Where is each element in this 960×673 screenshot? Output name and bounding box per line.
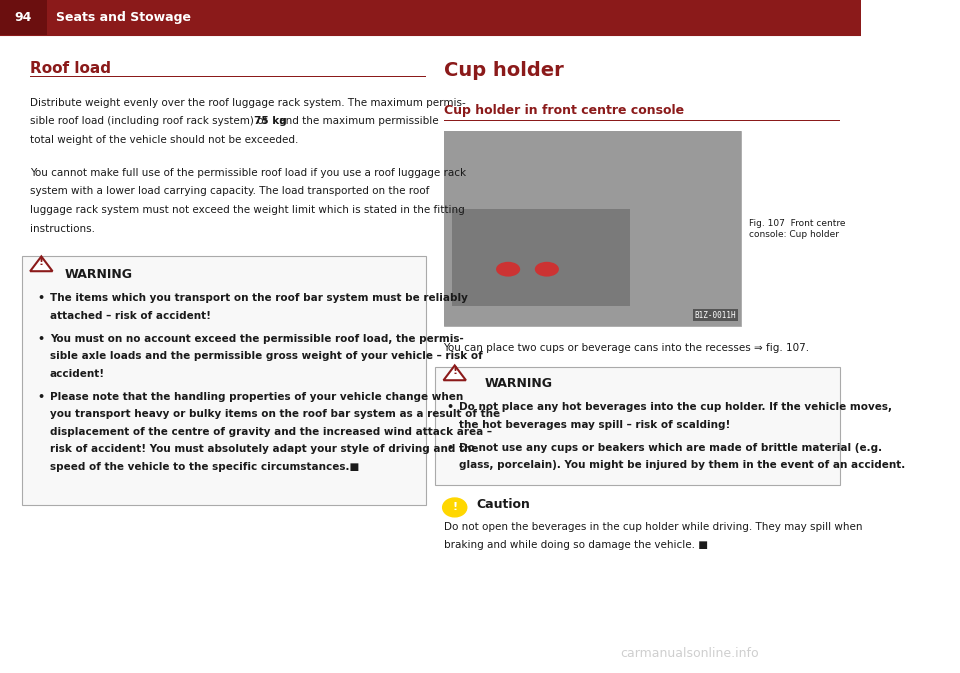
FancyBboxPatch shape xyxy=(435,367,840,485)
Text: •: • xyxy=(37,334,44,344)
Ellipse shape xyxy=(535,262,559,277)
Text: system with a lower load carrying capacity. The load transported on the roof: system with a lower load carrying capaci… xyxy=(30,186,429,197)
Text: glass, porcelain). You might be injured by them in the event of an accident.: glass, porcelain). You might be injured … xyxy=(459,460,905,470)
Text: and the maximum permissible: and the maximum permissible xyxy=(276,116,439,127)
Text: speed of the vehicle to the specific circumstances.■: speed of the vehicle to the specific cir… xyxy=(50,462,359,472)
Text: Do not use any cups or beakers which are made of brittle material (e.g.: Do not use any cups or beakers which are… xyxy=(459,443,882,453)
Text: WARNING: WARNING xyxy=(485,377,553,390)
Bar xyxy=(444,131,740,326)
Text: !: ! xyxy=(452,366,457,376)
Text: total weight of the vehicle should not be exceeded.: total weight of the vehicle should not b… xyxy=(30,135,299,145)
Text: Please note that the handling properties of your vehicle change when: Please note that the handling properties… xyxy=(50,392,463,402)
Text: sible axle loads and the permissible gross weight of your vehicle – risk of: sible axle loads and the permissible gro… xyxy=(50,351,483,361)
FancyBboxPatch shape xyxy=(21,256,426,505)
Polygon shape xyxy=(30,256,53,271)
Text: braking and while doing so damage the vehicle. ■: braking and while doing so damage the ve… xyxy=(444,540,708,551)
Text: You must on no account exceed the permissible roof load, the permis-: You must on no account exceed the permis… xyxy=(50,334,464,344)
Text: displacement of the centre of gravity and the increased wind attack area –: displacement of the centre of gravity an… xyxy=(50,427,492,437)
Text: Do not place any hot beverages into the cup holder. If the vehicle moves,: Do not place any hot beverages into the … xyxy=(459,402,892,413)
Text: risk of accident! You must absolutely adapt your style of driving and the: risk of accident! You must absolutely ad… xyxy=(50,444,478,454)
Text: accident!: accident! xyxy=(50,369,105,379)
Bar xyxy=(444,131,740,326)
Text: You cannot make full use of the permissible roof load if you use a roof luggage : You cannot make full use of the permissi… xyxy=(30,168,467,178)
Text: WARNING: WARNING xyxy=(64,268,132,281)
Text: the hot beverages may spill – risk of scalding!: the hot beverages may spill – risk of sc… xyxy=(459,420,731,430)
Text: •: • xyxy=(37,392,44,402)
Text: Fig. 107  Front centre
console: Cup holder: Fig. 107 Front centre console: Cup holde… xyxy=(749,219,846,238)
Polygon shape xyxy=(444,365,466,380)
Text: sible roof load (including roof rack system) of ​​: sible roof load (including roof rack sys… xyxy=(30,116,271,127)
Text: Distribute weight evenly over the roof luggage rack system. The maximum permis-: Distribute weight evenly over the roof l… xyxy=(30,98,466,108)
Text: 94: 94 xyxy=(14,11,32,24)
Text: Cup holder: Cup holder xyxy=(444,61,564,79)
Text: Do not open the beverages in the cup holder while driving. They may spill when: Do not open the beverages in the cup hol… xyxy=(444,522,862,532)
Text: •: • xyxy=(446,402,453,413)
Text: B1Z-0011H: B1Z-0011H xyxy=(695,311,736,320)
Text: !: ! xyxy=(452,503,457,512)
Text: carmanualsonline.info: carmanualsonline.info xyxy=(620,647,758,660)
Text: The items which you transport on the roof bar system must be reliably: The items which you transport on the roo… xyxy=(50,293,468,304)
Bar xyxy=(444,120,840,121)
Text: Roof load: Roof load xyxy=(30,61,111,75)
Text: •: • xyxy=(446,443,453,453)
Text: Cup holder in front centre console: Cup holder in front centre console xyxy=(444,104,684,117)
Text: Seats and Stowage: Seats and Stowage xyxy=(56,11,191,24)
Circle shape xyxy=(443,498,467,517)
Bar xyxy=(0,0,861,35)
Text: 75 kg: 75 kg xyxy=(254,116,287,127)
Bar xyxy=(30,76,426,77)
Ellipse shape xyxy=(496,262,520,277)
Text: You can place two cups or beverage cans into the recesses ⇒ fig. 107.: You can place two cups or beverage cans … xyxy=(444,343,809,353)
Text: you transport heavy or bulky items on the roof bar system as a result of the: you transport heavy or bulky items on th… xyxy=(50,409,500,419)
Text: •: • xyxy=(37,293,44,304)
Bar xyxy=(452,209,631,306)
Text: instructions.: instructions. xyxy=(30,224,95,234)
Bar xyxy=(0,0,47,35)
Text: luggage rack system must not exceed the weight limit which is stated in the fitt: luggage rack system must not exceed the … xyxy=(30,205,465,215)
Text: attached – risk of accident!: attached – risk of accident! xyxy=(50,311,211,321)
Text: !: ! xyxy=(38,257,44,267)
Text: Caution: Caution xyxy=(476,498,530,511)
